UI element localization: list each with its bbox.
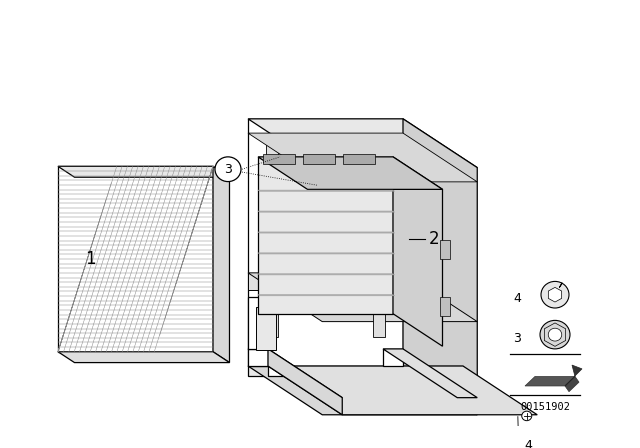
- Circle shape: [215, 157, 241, 181]
- Polygon shape: [383, 349, 477, 398]
- Polygon shape: [258, 295, 395, 296]
- Polygon shape: [258, 211, 395, 212]
- Text: 3: 3: [224, 163, 232, 176]
- Circle shape: [522, 411, 532, 421]
- Polygon shape: [258, 190, 395, 191]
- Polygon shape: [303, 154, 335, 164]
- Polygon shape: [248, 349, 268, 366]
- Text: 00151902: 00151902: [520, 402, 570, 412]
- Polygon shape: [258, 157, 442, 190]
- Polygon shape: [213, 166, 230, 362]
- Polygon shape: [248, 366, 403, 375]
- Polygon shape: [248, 119, 403, 366]
- Polygon shape: [268, 366, 463, 375]
- Text: 1: 1: [85, 250, 96, 268]
- Text: 3: 3: [513, 332, 521, 345]
- Circle shape: [515, 433, 541, 448]
- Polygon shape: [403, 119, 477, 415]
- Circle shape: [541, 281, 569, 308]
- Polygon shape: [440, 297, 450, 316]
- Circle shape: [548, 328, 562, 341]
- Polygon shape: [258, 157, 393, 314]
- Polygon shape: [383, 349, 403, 366]
- Polygon shape: [268, 349, 342, 415]
- Polygon shape: [343, 154, 375, 164]
- Polygon shape: [248, 297, 268, 349]
- Circle shape: [540, 320, 570, 349]
- Polygon shape: [248, 273, 403, 290]
- Polygon shape: [248, 366, 477, 415]
- Polygon shape: [258, 232, 395, 233]
- Polygon shape: [248, 133, 477, 182]
- Polygon shape: [393, 157, 442, 346]
- Polygon shape: [248, 119, 477, 168]
- Text: 4: 4: [524, 439, 532, 448]
- Text: 4: 4: [513, 292, 521, 305]
- Polygon shape: [373, 138, 385, 337]
- Polygon shape: [248, 273, 477, 322]
- Polygon shape: [525, 376, 575, 386]
- Polygon shape: [268, 366, 537, 415]
- Polygon shape: [565, 365, 582, 386]
- Polygon shape: [58, 166, 230, 177]
- Polygon shape: [440, 240, 450, 259]
- Polygon shape: [256, 307, 276, 349]
- Polygon shape: [58, 166, 213, 352]
- Polygon shape: [248, 349, 342, 398]
- Polygon shape: [565, 376, 579, 392]
- Polygon shape: [263, 154, 295, 164]
- Polygon shape: [258, 253, 395, 254]
- Polygon shape: [548, 287, 562, 302]
- Text: 2: 2: [429, 230, 440, 248]
- Polygon shape: [258, 274, 395, 275]
- Polygon shape: [58, 352, 230, 362]
- Polygon shape: [266, 138, 278, 337]
